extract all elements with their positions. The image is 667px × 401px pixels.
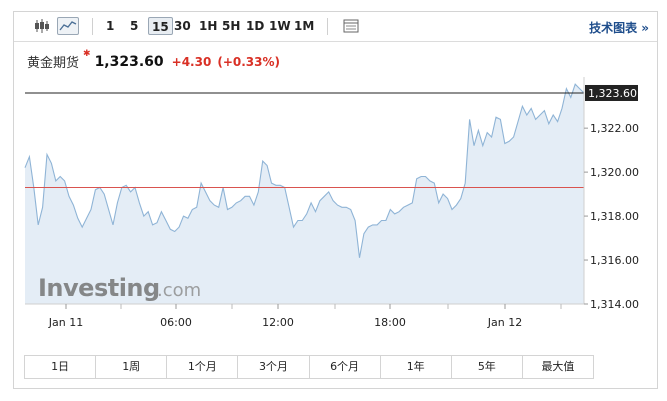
y-tick-label: 1,322.00 [590, 122, 639, 135]
price-change-percent: (+0.33%) [217, 54, 280, 69]
toolbar-divider [327, 18, 328, 35]
x-tick-label: Jan 12 [487, 316, 522, 329]
last-price: 1,323.60 [94, 53, 164, 70]
x-tick-label: 12:00 [262, 316, 294, 329]
range-button-1d[interactable]: 1日 [25, 356, 97, 378]
realtime-star-icon: ✱ [83, 49, 91, 59]
chart-toolbar: 1 5 15 30 1H 5H 1D 1W 1M 技术图表 » [14, 12, 657, 42]
quote-header: 黄金期货✱ 1,323.60 +4.30 (+0.33%) [27, 49, 280, 72]
interval-button[interactable]: 1W [269, 19, 291, 33]
y-tick-label: 1,318.00 [590, 210, 639, 223]
investing-watermark: Investing [38, 274, 160, 302]
interval-button[interactable]: 1 [106, 19, 115, 33]
last-price-tag [585, 84, 638, 101]
range-button-1w[interactable]: 1周 [96, 356, 168, 378]
time-range-bar: 1日 1周 1个月 3个月 6个月 1年 5年 最大值 [24, 355, 594, 379]
x-tick-label: Jan 11 [48, 316, 83, 329]
price-change: +4.30 [171, 54, 212, 69]
interval-button[interactable]: 1D [246, 19, 265, 33]
area-chart-icon[interactable] [57, 17, 79, 35]
range-button-1y[interactable]: 1年 [381, 356, 452, 378]
price-series-line [24, 83, 585, 258]
investing-watermark-suffix: .com [157, 280, 201, 301]
interval-button[interactable]: 1M [294, 19, 315, 33]
tech-chart-link[interactable]: 技术图表 » [589, 21, 649, 35]
x-tick-label: 18:00 [374, 316, 406, 329]
candlestick-icon[interactable] [32, 17, 52, 35]
y-tick-label: 1,314.00 [590, 298, 639, 311]
y-tick-label: 1,320.00 [590, 166, 639, 179]
interval-button[interactable]: 5H [222, 19, 241, 33]
range-button-6m[interactable]: 6个月 [310, 356, 381, 378]
price-area-fill [25, 84, 584, 304]
toolbar-divider [92, 18, 93, 35]
range-button-1m[interactable]: 1个月 [167, 356, 239, 378]
y-tick-label: 1,316.00 [590, 254, 639, 267]
range-button-max[interactable]: 最大值 [541, 360, 575, 373]
range-button-3m[interactable]: 3个月 [238, 356, 310, 378]
last-price-tag-label: 1,323.60 [588, 87, 637, 100]
interval-button[interactable]: 5 [130, 19, 139, 33]
x-tick-label: 06:00 [160, 316, 192, 329]
interval-button[interactable]: 30 [174, 19, 191, 33]
interval-button[interactable]: 1H [199, 19, 218, 33]
range-button-5y[interactable]: 5年 [452, 356, 523, 378]
interval-button-active[interactable]: 15 [148, 17, 173, 35]
table-icon[interactable] [341, 17, 361, 35]
instrument-name: 黄金期货 [27, 56, 80, 71]
